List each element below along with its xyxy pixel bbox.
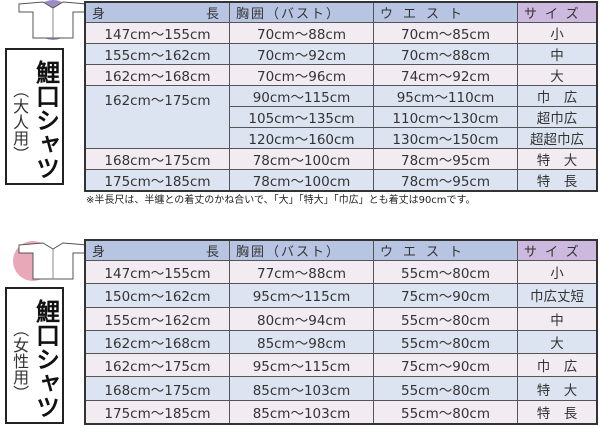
cell-waist: 78cm〜95cm (373, 148, 518, 170)
cell-waist: 74cm〜92cm (373, 64, 518, 86)
product-title: 鯉口シャツ (31, 60, 60, 180)
cell-chest: 78cm〜100cm (229, 169, 374, 192)
product-subtitle: （女性用） (10, 321, 30, 401)
table-row: 162cm〜175cm 95cm〜115cm 75cm〜90cm 巾 広 (84, 353, 598, 378)
product-title: 鯉口シャツ (31, 299, 60, 419)
cell-waist: 55cm〜80cm (373, 376, 518, 401)
cell-size: 巾 広 (517, 85, 598, 107)
cell-chest: 80cm〜94cm (229, 306, 374, 331)
cell-size: 巾 広 (517, 353, 598, 378)
shirt-icon (13, 241, 88, 281)
header-waist: ウエスト (373, 1, 518, 23)
table-row: 162cm〜175cm 90cm〜115cm 95cm〜110cm 巾 広 (84, 85, 598, 149)
cell-size: 中 (517, 306, 598, 331)
table-header: 身 長胸囲（バスト） ウエスト サイズ (84, 1, 598, 23)
cell-waist: 55cm〜80cm (373, 306, 518, 331)
footnote: ※半長尺は、半纏との着丈のかね合いで、「大」「特大」「巾広」とも着丈は90cmで… (86, 195, 476, 206)
cell-height: 168cm〜175cm (84, 148, 230, 170)
cell-size: 小 (517, 259, 598, 285)
adult-size-table: 身長胸囲（バスト） ウエスト サイズ 147cm〜155cm 70cm〜88cm 70c… (84, 1, 598, 192)
cell-chest: 85cm〜103cm (229, 376, 374, 401)
table-row: 168cm〜175cm 78cm〜100cm 78cm〜95cm 特 大 (84, 148, 598, 170)
table-row: 155cm〜162cm 70cm〜92cm 70cm〜88cm 中 (84, 43, 598, 65)
cell-waist: 55cm〜80cm (373, 259, 518, 285)
header-height-2: 長 (205, 7, 221, 22)
header-waist: ウエスト (373, 239, 518, 261)
cell-size: 小 (517, 22, 598, 44)
table-row: 150cm〜162cm 95cm〜115cm 75cm〜90cm 巾広丈短 (84, 283, 598, 308)
table-row: 147cm〜155cm 77cm〜88cm 55cm〜80cm 小 (84, 259, 598, 285)
header-height: 身 (92, 7, 108, 22)
table-row: 168cm〜175cm 85cm〜103cm 55cm〜80cm 特 大 (84, 376, 598, 401)
cell-size: 超超巾広 (517, 127, 598, 149)
cell-height: 162cm〜168cm (84, 329, 230, 355)
cell-waist: 110cm〜130cm (373, 106, 518, 128)
cell-size: 大 (517, 64, 598, 86)
cell-size: 特 大 (517, 376, 598, 401)
cell-waist: 78cm〜95cm (373, 169, 518, 192)
cell-height: 150cm〜162cm (84, 283, 230, 308)
header-size: サイズ (517, 239, 598, 261)
women-label: 鯉口シャツ （女性用） (5, 287, 64, 424)
cell-chest: 90cm〜115cm (229, 85, 374, 107)
cell-chest: 85cm〜98cm (229, 329, 374, 355)
cell-height: 168cm〜175cm (84, 376, 230, 401)
cell-chest: 105cm〜135cm (229, 106, 374, 128)
cell-waist: 70cm〜88cm (373, 43, 518, 65)
header-size: サイズ (517, 1, 598, 23)
cell-chest: 95cm〜115cm (229, 353, 374, 378)
cell-size: 特 長 (517, 399, 598, 425)
cell-waist: 55cm〜80cm (373, 399, 518, 425)
header-height-2: 長 (205, 245, 221, 260)
cell-height: 175cm〜185cm (84, 399, 230, 425)
table-row: 175cm〜185cm 78cm〜100cm 78cm〜95cm 特 長 (84, 169, 598, 192)
women-size-table: 身長胸囲（バスト） ウエスト サイズ 147cm〜155cm 77cm〜88cm 55c… (84, 239, 598, 425)
cell-height: 155cm〜162cm (84, 306, 230, 331)
cell-height: 155cm〜162cm (84, 43, 230, 65)
table-row: 162cm〜168cm 85cm〜98cm 55cm〜80cm 大 (84, 329, 598, 355)
cell-chest: 70cm〜96cm (229, 64, 374, 86)
cell-chest: 78cm〜100cm (229, 148, 374, 170)
cell-height: 162cm〜168cm (84, 64, 230, 86)
cell-height: 162cm〜175cm (84, 85, 230, 149)
cell-height: 162cm〜175cm (84, 353, 230, 378)
header-height: 身 (92, 245, 108, 260)
cell-chest: 77cm〜88cm (229, 259, 374, 285)
cell-waist: 55cm〜80cm (373, 329, 518, 355)
cell-waist: 70cm〜85cm (373, 22, 518, 44)
cell-chest: 120cm〜160cm (229, 127, 374, 149)
product-subtitle: （大人用） (10, 82, 30, 162)
table-row: 120cm〜160cm 130cm〜150cm 超超巾広 (85, 127, 598, 149)
cell-chest: 95cm〜115cm (229, 283, 374, 308)
shirt-icon (18, 0, 88, 40)
cell-height: 147cm〜155cm (84, 259, 230, 285)
cell-waist: 75cm〜90cm (373, 353, 518, 378)
cell-size: 大 (517, 329, 598, 355)
table-row: 105cm〜135cm 110cm〜130cm 超巾広 (85, 106, 598, 128)
header-chest: 胸囲（バスト） (229, 1, 374, 23)
cell-chest: 85cm〜103cm (229, 399, 374, 425)
cell-chest: 70cm〜92cm (229, 43, 374, 65)
table-row: 162cm〜168cm 70cm〜96cm 74cm〜92cm 大 (84, 64, 598, 86)
table-row: 155cm〜162cm 80cm〜94cm 55cm〜80cm 中 (84, 306, 598, 331)
table-row: 175cm〜185cm 85cm〜103cm 55cm〜80cm 特 長 (84, 399, 598, 425)
cell-height: 147cm〜155cm (84, 22, 230, 44)
cell-size: 特 大 (517, 148, 598, 170)
cell-chest: 70cm〜88cm (229, 22, 374, 44)
table-row: 147cm〜155cm 70cm〜88cm 70cm〜85cm 小 (84, 22, 598, 44)
cell-size: 特 長 (517, 169, 598, 192)
cell-size: 超巾広 (517, 106, 598, 128)
cell-waist: 130cm〜150cm (373, 127, 518, 149)
header-chest: 胸囲（バスト） (229, 239, 374, 261)
cell-size: 巾広丈短 (517, 283, 598, 308)
cell-height: 175cm〜185cm (84, 169, 230, 192)
cell-waist: 95cm〜110cm (373, 85, 518, 107)
adult-label: 鯉口シャツ （大人用） (5, 48, 64, 185)
table-header: 身 長胸囲（バスト） ウエスト サイズ (84, 239, 598, 261)
cell-size: 中 (517, 43, 598, 65)
cell-waist: 75cm〜90cm (373, 283, 518, 308)
